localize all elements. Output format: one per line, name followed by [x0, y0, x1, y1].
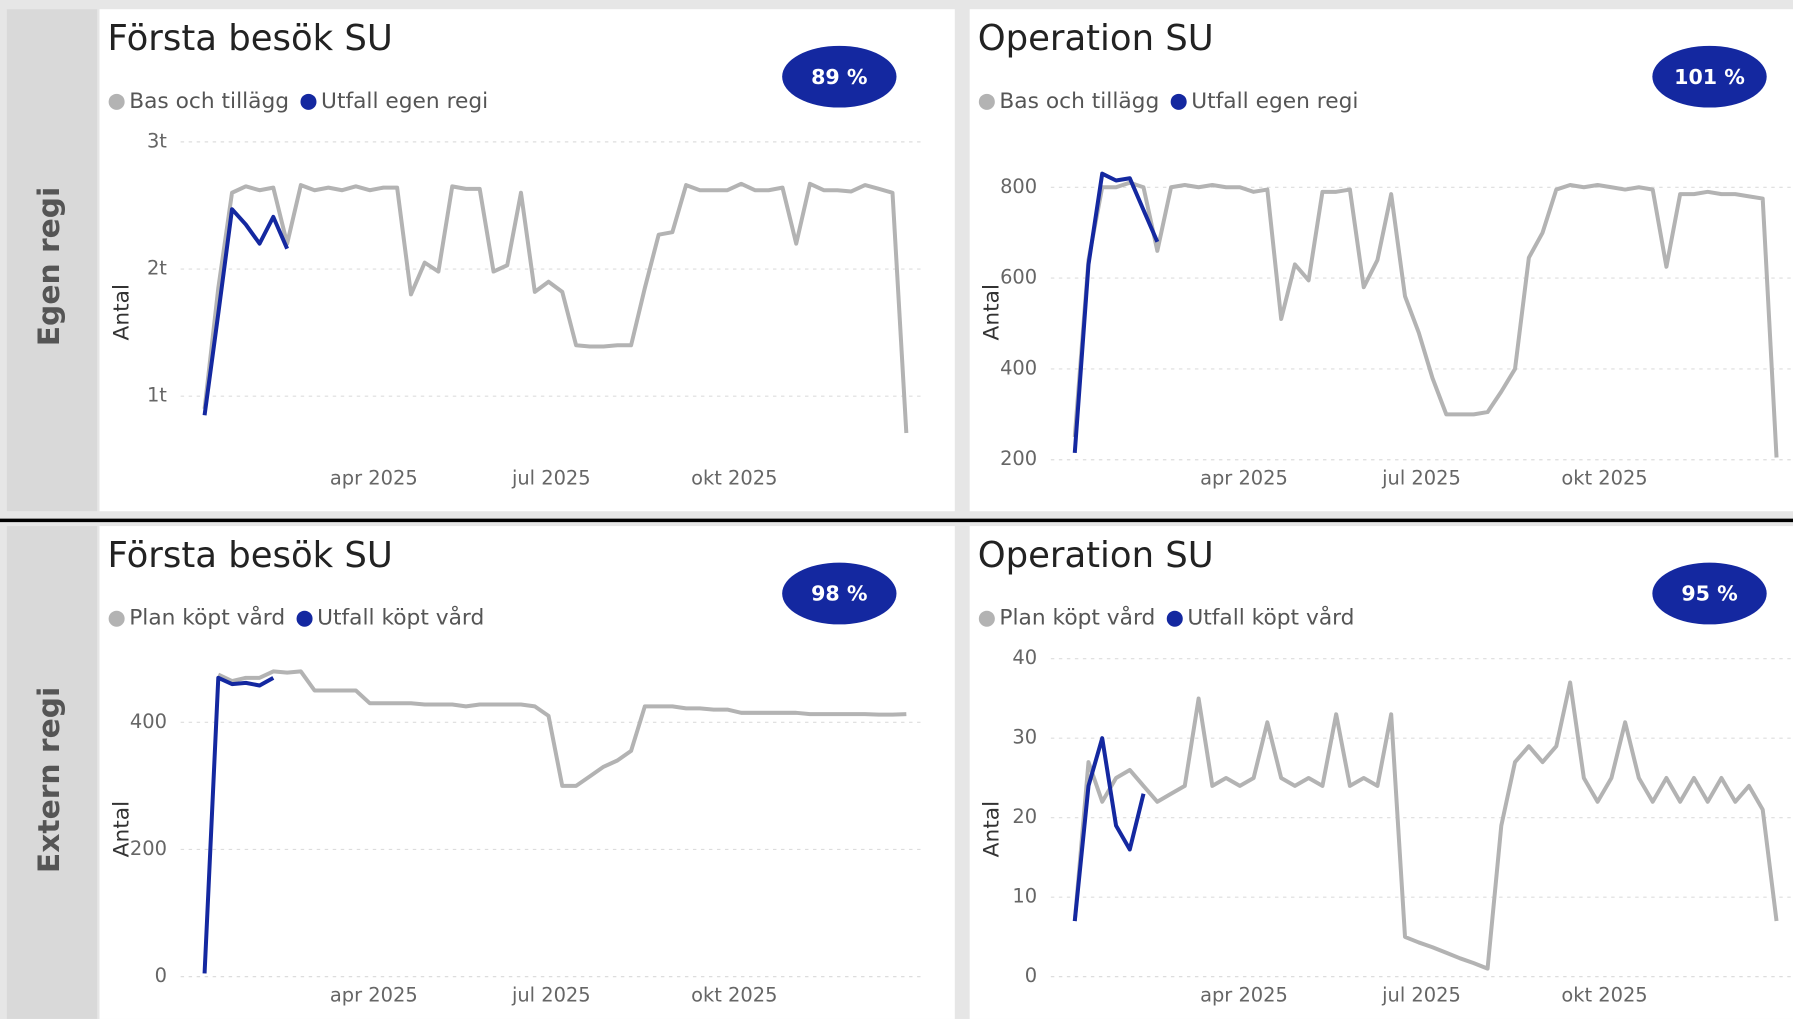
x-tick-label: jul 2025: [511, 984, 591, 1007]
x-tick-label: apr 2025: [330, 984, 418, 1007]
kpi-label: 89 %: [811, 65, 867, 89]
kpi-badge: [1652, 45, 1767, 108]
legend-label: Plan köpt vård: [129, 605, 285, 631]
y-tick-label: 400: [130, 710, 167, 733]
legend-label: Bas och tillägg: [129, 89, 289, 114]
series-line: [202, 207, 289, 416]
x-tick-label: okt 2025: [691, 984, 777, 1007]
series-line: [202, 675, 275, 974]
y-tick-label: 0: [1025, 964, 1037, 987]
y-tick-label: 1t: [147, 384, 167, 407]
chart-title: Första besök SU: [107, 18, 392, 59]
y-axis-label: Antal: [109, 801, 134, 857]
y-tick-label: 600: [1000, 266, 1037, 289]
kpi-badge: [782, 45, 897, 108]
legend-marker: [300, 93, 317, 110]
chart-title: Första besök SU: [107, 535, 392, 576]
x-tick-label: apr 2025: [1200, 467, 1288, 490]
y-tick-label: 3t: [147, 129, 167, 152]
y-tick-label: 400: [1000, 356, 1037, 379]
legend-label: Utfall köpt vård: [317, 605, 484, 631]
y-tick-label: 800: [1000, 175, 1037, 198]
chart-title: Operation SU: [978, 18, 1214, 59]
section-strip: [6, 526, 98, 1019]
x-tick-label: jul 2025: [1381, 984, 1461, 1007]
kpi-label: 101 %: [1674, 65, 1745, 89]
series-line: [1072, 680, 1779, 971]
legend-label: Bas och tillägg: [999, 89, 1159, 114]
y-tick-label: 200: [1000, 447, 1037, 470]
legend-marker: [296, 610, 313, 627]
x-tick-label: apr 2025: [1200, 984, 1288, 1007]
section-label: Egen regi: [32, 187, 67, 347]
y-tick-label: 10: [1012, 885, 1037, 908]
x-tick-label: okt 2025: [1561, 467, 1647, 490]
legend-marker: [978, 93, 995, 110]
x-tick-label: apr 2025: [330, 467, 418, 490]
kpi-badge: [782, 562, 897, 625]
x-tick-label: okt 2025: [1561, 984, 1647, 1007]
x-tick-label: okt 2025: [691, 467, 777, 490]
x-tick-label: jul 2025: [511, 467, 591, 490]
legend-label: Utfall egen regi: [1191, 89, 1358, 114]
legend-marker: [978, 610, 995, 627]
legend-marker: [1166, 610, 1183, 627]
series-line: [217, 669, 907, 788]
series-line: [202, 181, 909, 434]
kpi-label: 98 %: [811, 582, 867, 606]
panel: [969, 9, 1793, 512]
y-axis-label: Antal: [980, 801, 1005, 857]
y-tick-label: 0: [155, 964, 167, 987]
series-line: [1072, 736, 1146, 922]
y-tick-label: 20: [1012, 805, 1037, 828]
y-tick-label: 40: [1012, 646, 1037, 669]
section-strip: [6, 9, 98, 512]
legend-label: Utfall köpt vård: [1187, 605, 1354, 631]
kpi-label: 95 %: [1681, 582, 1737, 606]
legend-marker: [108, 93, 125, 110]
y-tick-label: 30: [1012, 726, 1037, 749]
legend-label: Plan köpt vård: [999, 605, 1155, 631]
x-tick-label: jul 2025: [1381, 467, 1461, 490]
y-tick-label: 200: [130, 837, 167, 860]
series-line: [1072, 180, 1779, 458]
section-label: Extern regi: [32, 687, 67, 873]
series-line: [1072, 171, 1160, 454]
y-tick-label: 2t: [147, 257, 167, 280]
legend-marker: [108, 610, 125, 627]
chart-title: Operation SU: [978, 535, 1214, 576]
y-axis-label: Antal: [980, 284, 1005, 340]
y-axis-label: Antal: [109, 284, 134, 340]
legend-label: Utfall egen regi: [321, 89, 488, 114]
legend-marker: [1170, 93, 1187, 110]
kpi-badge: [1652, 562, 1767, 625]
